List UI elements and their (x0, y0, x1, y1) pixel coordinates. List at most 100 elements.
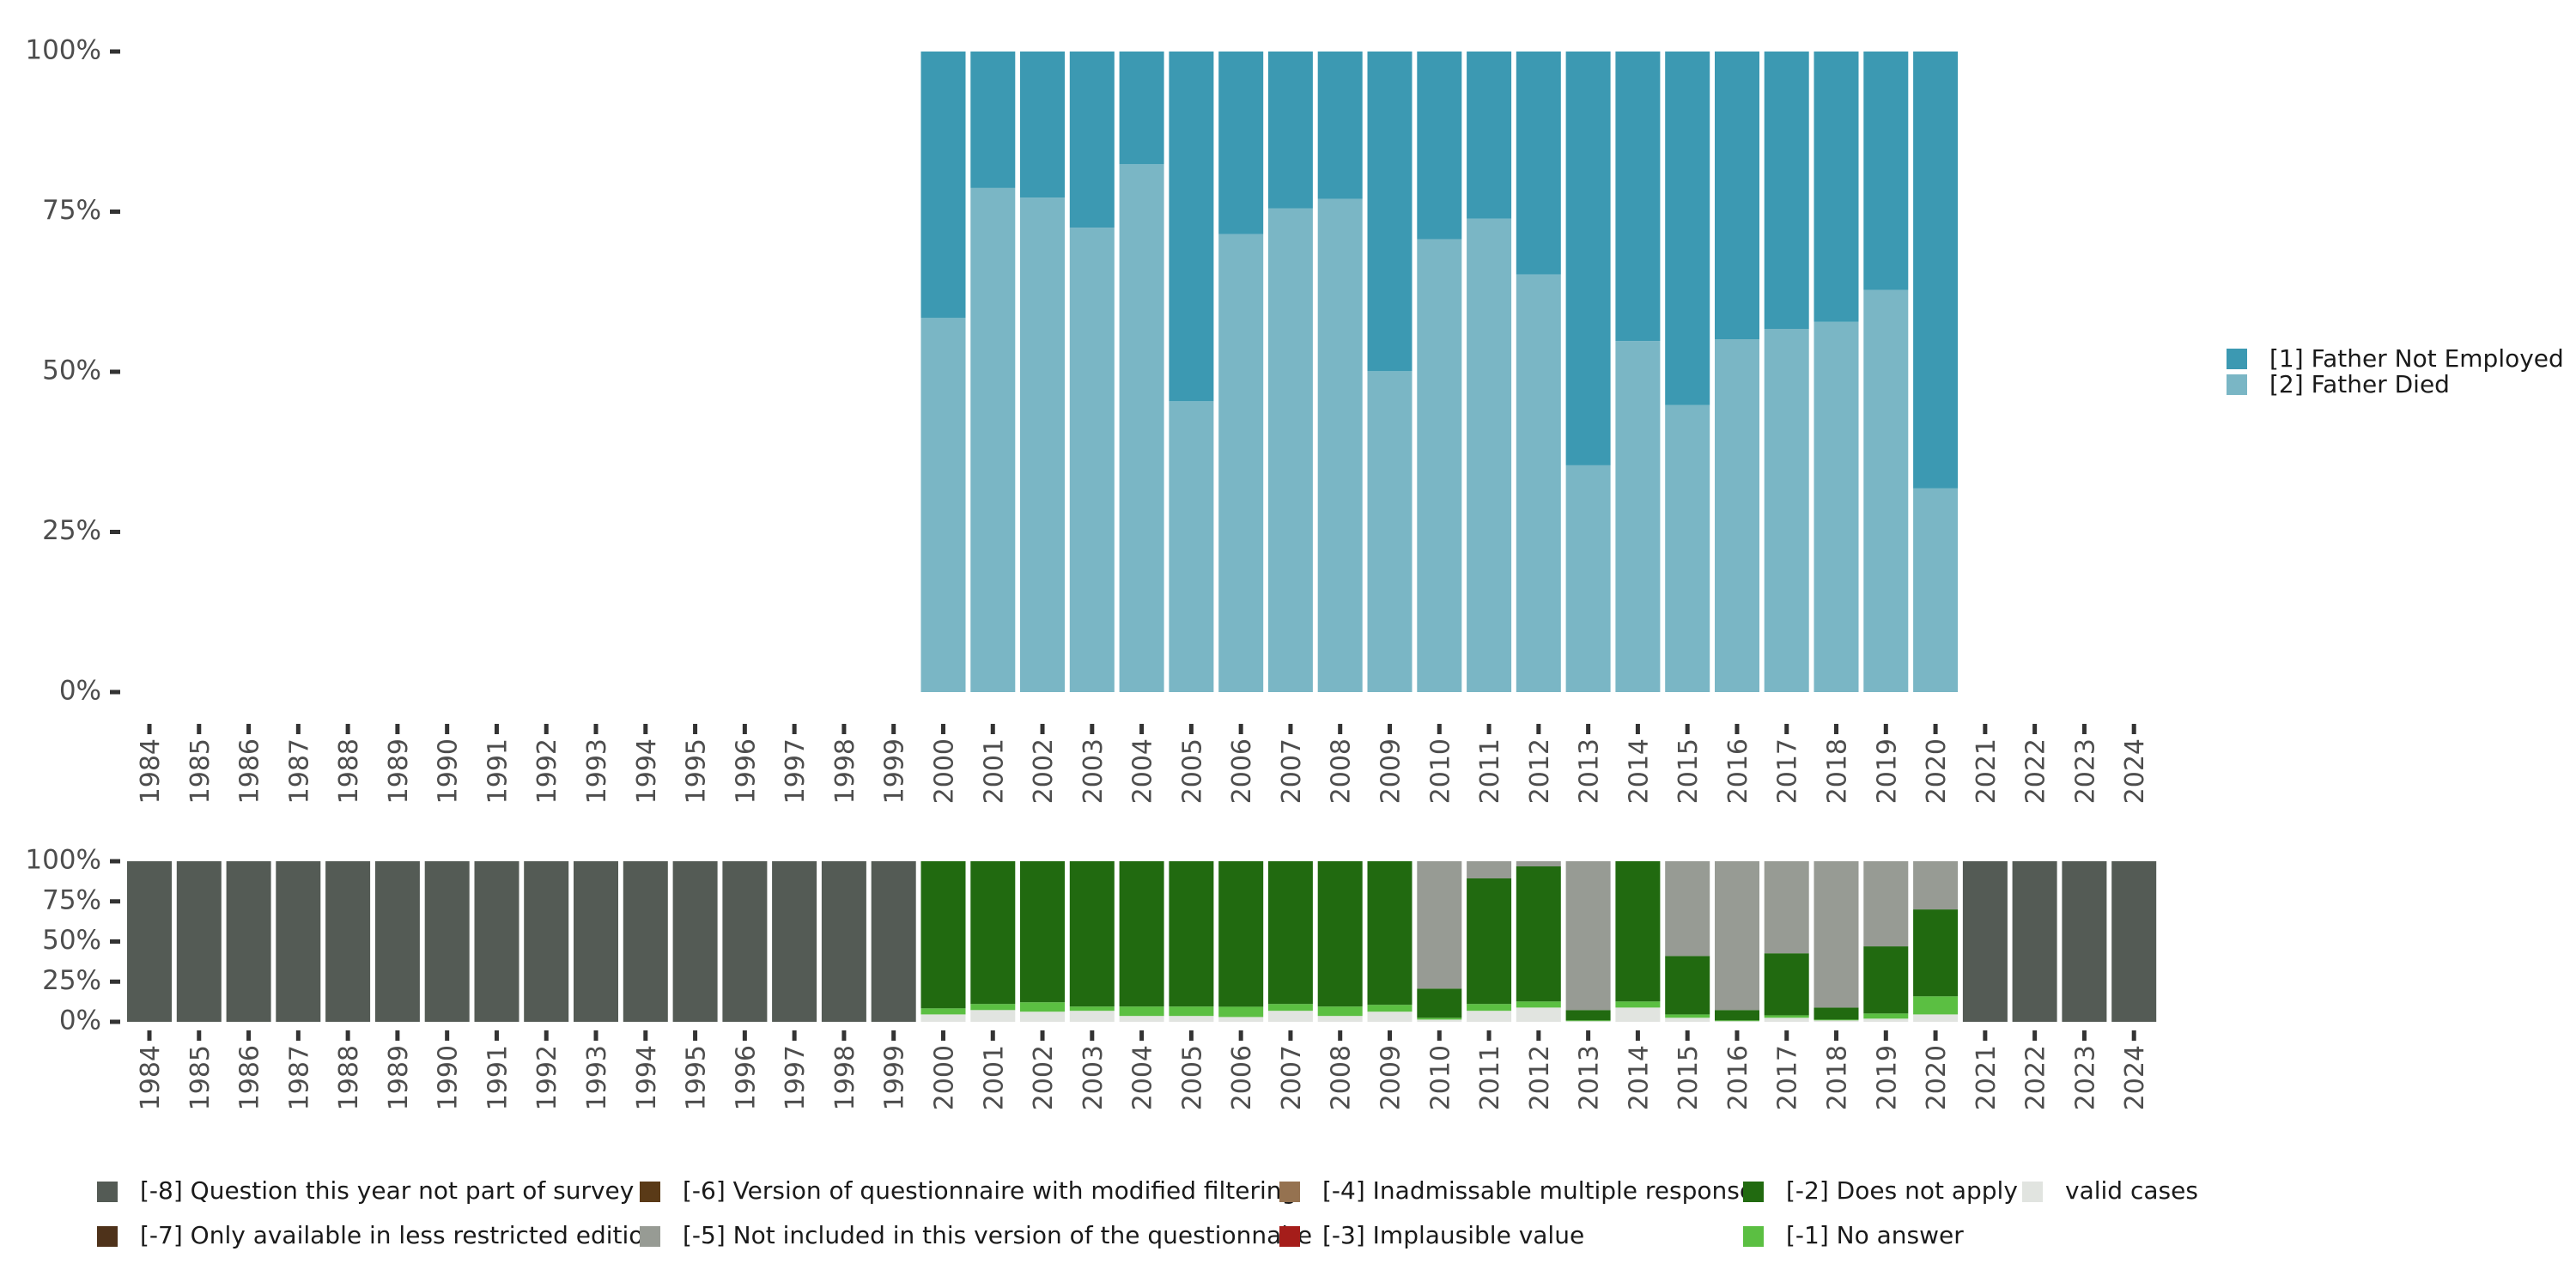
legend-label: [2] Father Died (2269, 370, 2450, 398)
bar-segment-2005-1-father-not-employed (1169, 52, 1214, 402)
bar-segment-2013-1-no-answer (1565, 1020, 1611, 1022)
x-tick-label: 1990 (434, 1045, 464, 1110)
x-tick-label: 2020 (1922, 738, 1952, 804)
legend-swatch (97, 1182, 118, 1202)
y-tick-label: 25% (42, 515, 101, 546)
bar-segment-1997-8-question-this-year-not-part-of-survey (772, 861, 817, 1022)
bar-segment-1984-8-question-this-year-not-part-of-survey (127, 861, 172, 1022)
x-tick-label: 1996 (731, 1045, 761, 1110)
x-tick-label: 1985 (185, 738, 216, 804)
bar-segment-2006-1-father-not-employed (1218, 52, 1264, 234)
y-tick-label: 75% (42, 195, 101, 226)
x-tick-label: 2022 (2021, 738, 2051, 804)
x-tick-label: 2014 (1624, 738, 1654, 804)
bar-segment-2008-2-father-died (1317, 198, 1363, 693)
bar-segment-2002-valid-cases (1020, 1012, 1065, 1022)
bar-segment-2004-2-does-not-apply (1119, 861, 1164, 1007)
bar-segment-1995-8-question-this-year-not-part-of-survey (672, 861, 718, 1022)
x-tick-label: 2024 (2120, 738, 2150, 804)
bar-segment-2011-1-father-not-employed (1467, 52, 1512, 219)
bar-segment-2003-2-does-not-apply (1069, 861, 1115, 1007)
bar-segment-2018-valid-cases (1814, 1020, 1859, 1022)
bar-segment-2000-valid-cases (920, 1014, 966, 1022)
bar-segment-2018-1-father-not-employed (1814, 52, 1859, 322)
x-tick-label: 1988 (334, 738, 364, 804)
bar-segment-2018-2-does-not-apply (1814, 1007, 1859, 1020)
x-tick-label: 1989 (384, 738, 414, 804)
y-tick-label: 50% (42, 925, 101, 956)
bar-segment-2019-2-father-died (1863, 289, 1909, 692)
bar-segment-2013-1-father-not-employed (1565, 52, 1611, 465)
x-tick-label: 2013 (1575, 738, 1605, 804)
bar-segment-2015-1-father-not-employed (1665, 52, 1710, 405)
legend-label: [-2] Does not apply (1786, 1176, 2018, 1205)
bar-segment-2015-2-father-died (1665, 404, 1710, 692)
bar-segment-1991-8-question-this-year-not-part-of-survey (474, 861, 519, 1022)
x-tick-label: 2009 (1376, 738, 1406, 804)
bar-segment-2016-5-not-included-in-this-version-of-the-questionnaire (1715, 861, 1759, 1011)
x-tick-label: 2013 (1575, 1045, 1605, 1110)
x-tick-label: 1995 (682, 1045, 712, 1110)
y-tick-label: 50% (42, 355, 101, 386)
bar-segment-2009-2-does-not-apply (1367, 861, 1413, 1005)
x-tick-label: 1992 (532, 738, 562, 804)
x-tick-label: 1988 (334, 1045, 364, 1110)
legend-label: valid cases (2065, 1176, 2198, 1205)
x-tick-label: 2011 (1475, 738, 1505, 804)
bar-segment-1994-8-question-this-year-not-part-of-survey (623, 861, 668, 1022)
bar-segment-2011-2-does-not-apply (1467, 878, 1512, 1005)
bar-segment-1987-8-question-this-year-not-part-of-survey (276, 861, 321, 1022)
bar-segment-1996-8-question-this-year-not-part-of-survey (722, 861, 768, 1022)
x-tick-label: 2023 (2070, 738, 2100, 804)
legend-label: [-4] Inadmissable multiple response (1322, 1176, 1754, 1205)
legend-label: [-3] Implausible value (1322, 1221, 1584, 1249)
bar-segment-2005-2-does-not-apply (1169, 861, 1214, 1007)
bar-segment-2001-2-father-died (970, 187, 1016, 692)
x-tick-label: 2023 (2070, 1045, 2100, 1110)
x-tick-label: 2020 (1922, 1045, 1952, 1110)
legend-swatch (640, 1182, 660, 1202)
legend-label: [1] Father Not Employed (2269, 344, 2564, 373)
bar-segment-2002-1-father-not-employed (1020, 52, 1065, 198)
legend-swatch (2227, 374, 2247, 395)
x-tick-label: 2017 (1773, 1045, 1803, 1110)
x-tick-label: 2022 (2021, 1045, 2051, 1110)
bar-segment-1990-8-question-this-year-not-part-of-survey (424, 861, 470, 1022)
x-tick-label: 1986 (235, 738, 265, 804)
legend-swatch (1743, 1182, 1764, 1202)
bar-segment-2012-2-father-died (1516, 274, 1561, 692)
bar-segment-2004-1-no-answer (1119, 1006, 1164, 1017)
x-tick-label: 1986 (235, 1045, 265, 1110)
bar-segment-2000-1-no-answer (920, 1008, 966, 1015)
bar-segment-2020-5-not-included-in-this-version-of-the-questionnaire (1913, 861, 1959, 910)
x-tick-label: 2018 (1823, 738, 1853, 804)
bar-segment-2020-valid-cases (1913, 1014, 1959, 1022)
x-tick-label: 2019 (1872, 738, 1902, 804)
bar-segment-2023-8-question-this-year-not-part-of-survey (2062, 861, 2107, 1022)
x-tick-label: 2006 (1227, 1045, 1257, 1110)
bar-segment-2016-2-father-died (1715, 339, 1759, 692)
legend-swatch (1279, 1182, 1300, 1202)
bar-segment-2022-8-question-this-year-not-part-of-survey (2012, 861, 2057, 1022)
x-tick-label: 2004 (1128, 1045, 1158, 1110)
bar-segment-2017-5-not-included-in-this-version-of-the-questionnaire (1764, 861, 1809, 954)
x-tick-label: 1994 (632, 738, 662, 804)
x-tick-label: 2002 (1029, 1045, 1059, 1110)
bar-segment-2017-1-no-answer (1764, 1015, 1809, 1018)
bar-segment-2015-1-no-answer (1665, 1014, 1710, 1018)
x-tick-label: 1987 (284, 1045, 314, 1110)
bar-segment-2011-2-father-died (1467, 218, 1512, 692)
bar-segment-2007-2-does-not-apply (1267, 861, 1313, 1005)
bar-segment-2016-valid-cases (1715, 1021, 1759, 1022)
x-tick-label: 2011 (1475, 1045, 1505, 1110)
x-tick-label: 1994 (632, 1045, 662, 1110)
bar-segment-2016-1-no-answer (1715, 1020, 1759, 1022)
bar-segment-1999-8-question-this-year-not-part-of-survey (871, 861, 916, 1022)
x-tick-label: 2009 (1376, 1045, 1406, 1110)
bar-segment-2016-2-does-not-apply (1715, 1010, 1759, 1021)
x-tick-label: 1993 (582, 1045, 612, 1110)
bar-segment-1988-8-question-this-year-not-part-of-survey (325, 861, 371, 1022)
bar-segment-2000-2-father-died (920, 318, 966, 692)
bar-segment-2012-valid-cases (1516, 1007, 1561, 1022)
